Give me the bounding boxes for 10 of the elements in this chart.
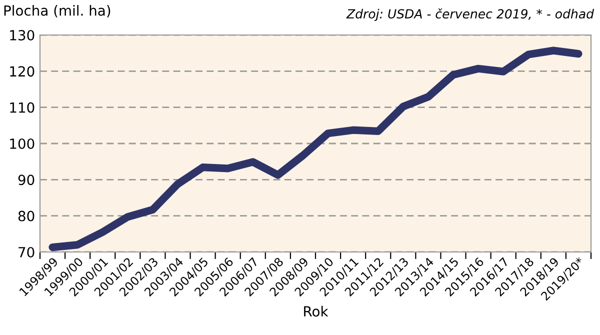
y-tick-label: 90: [18, 174, 34, 186]
y-tick-label: 130: [10, 30, 34, 40]
y-tick-label: 120: [10, 66, 34, 77]
y-tick-label: 110: [10, 102, 34, 113]
y-tick-label: 70: [18, 246, 34, 258]
y-axis-title: Plocha (mil. ha): [4, 5, 110, 18]
y-tick-label: 100: [10, 138, 34, 149]
y-tick-label: 80: [18, 210, 34, 222]
text: Zdroj: USDA - červenec 2019, * - odhad: [346, 8, 594, 21]
x-axis-title: Rok: [304, 306, 328, 317]
